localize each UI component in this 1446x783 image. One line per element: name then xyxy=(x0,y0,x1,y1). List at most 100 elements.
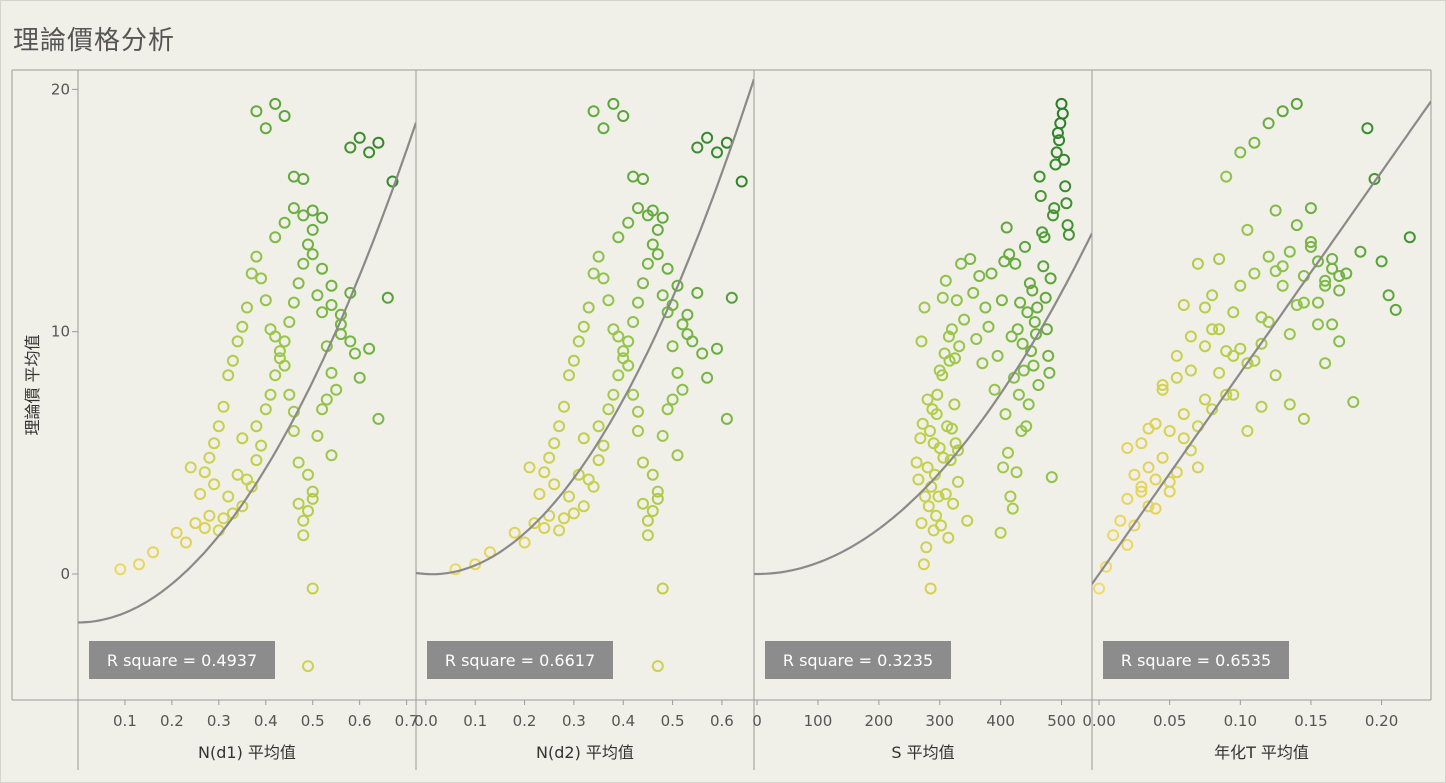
data-point xyxy=(1297,296,1310,309)
data-point xyxy=(147,546,160,559)
data-point xyxy=(325,279,338,292)
data-point xyxy=(617,345,630,358)
data-point xyxy=(917,558,930,571)
data-point xyxy=(1220,345,1233,358)
data-point xyxy=(1283,245,1296,258)
data-point xyxy=(259,122,272,135)
data-point xyxy=(1014,296,1027,309)
data-point xyxy=(1234,279,1247,292)
data-point xyxy=(1276,105,1289,118)
data-point xyxy=(967,286,980,299)
data-point xyxy=(948,398,961,411)
data-point xyxy=(306,248,319,261)
data-point xyxy=(944,454,957,467)
data-point xyxy=(363,146,376,159)
data-point xyxy=(1199,340,1211,353)
data-point xyxy=(1114,514,1127,527)
data-point xyxy=(1333,284,1346,297)
data-point xyxy=(1121,492,1134,505)
data-point xyxy=(1053,134,1066,147)
data-point xyxy=(955,257,968,270)
data-point xyxy=(1283,398,1296,411)
data-point xyxy=(553,420,566,433)
data-point xyxy=(661,403,674,416)
trend-line xyxy=(78,122,416,624)
data-point xyxy=(671,449,684,462)
data-point xyxy=(306,485,319,498)
data-point xyxy=(949,352,961,365)
data-point xyxy=(1033,170,1046,183)
data-point xyxy=(1262,316,1275,328)
y-axis-title: 理論價 平均值 xyxy=(23,334,42,435)
data-point xyxy=(1149,473,1162,486)
data-point xyxy=(194,488,207,500)
data-point xyxy=(1213,253,1226,265)
data-point xyxy=(592,454,605,467)
data-point xyxy=(250,420,263,433)
data-point xyxy=(241,473,253,486)
data-point xyxy=(691,286,704,299)
data-point xyxy=(269,97,282,110)
x-axis-title: 年化T 平均值 xyxy=(1214,743,1309,762)
data-point xyxy=(997,461,1010,474)
data-point xyxy=(563,490,575,503)
x-tick-label: 0.3 xyxy=(562,712,586,730)
data-point xyxy=(976,357,989,370)
x-axis-title: S 平均值 xyxy=(891,743,954,762)
data-point xyxy=(1269,369,1282,382)
data-point xyxy=(982,320,995,333)
data-point xyxy=(563,369,575,382)
data-point xyxy=(316,211,329,224)
data-point xyxy=(617,110,630,122)
data-point xyxy=(597,272,610,285)
y-tick-label: 10 xyxy=(51,323,70,341)
data-point xyxy=(1206,289,1219,302)
data-point xyxy=(632,425,644,437)
data-point xyxy=(942,330,955,343)
data-point xyxy=(607,388,620,401)
data-point xyxy=(1021,306,1034,319)
data-point xyxy=(567,354,580,367)
data-point xyxy=(1241,357,1254,370)
data-point xyxy=(1269,204,1282,217)
data-point xyxy=(582,301,595,314)
data-point xyxy=(222,490,235,503)
data-point xyxy=(1163,425,1176,437)
data-point xyxy=(1262,117,1275,130)
data-point xyxy=(612,369,625,382)
data-point xyxy=(656,289,669,302)
data-point xyxy=(646,238,659,251)
data-point xyxy=(632,296,644,309)
x-tick-label: 0.6 xyxy=(348,712,372,730)
data-point xyxy=(297,529,310,542)
data-point xyxy=(1375,255,1388,268)
data-point xyxy=(325,449,338,462)
data-point xyxy=(1017,364,1030,377)
data-point xyxy=(1184,330,1197,343)
data-point xyxy=(1003,248,1016,261)
data-point xyxy=(1326,253,1339,265)
data-point xyxy=(302,238,314,251)
data-point xyxy=(945,323,958,336)
data-point xyxy=(1326,318,1339,331)
data-point xyxy=(651,492,664,505)
data-point xyxy=(651,660,664,673)
data-point xyxy=(1340,267,1353,280)
data-point xyxy=(1128,468,1141,481)
data-point xyxy=(937,451,950,464)
data-point xyxy=(1227,349,1240,362)
data-point xyxy=(602,403,615,416)
data-point xyxy=(325,299,338,311)
data-point xyxy=(278,216,291,229)
x-tick-label: 0.6 xyxy=(710,712,734,730)
data-point xyxy=(203,509,216,522)
data-point xyxy=(912,473,925,486)
data-point xyxy=(1055,97,1068,110)
data-point xyxy=(1027,359,1040,372)
data-point xyxy=(325,366,338,379)
data-point xyxy=(208,437,221,450)
data-point xyxy=(269,231,282,244)
trend-line xyxy=(416,78,754,576)
data-point xyxy=(302,505,314,517)
data-point xyxy=(269,369,282,382)
